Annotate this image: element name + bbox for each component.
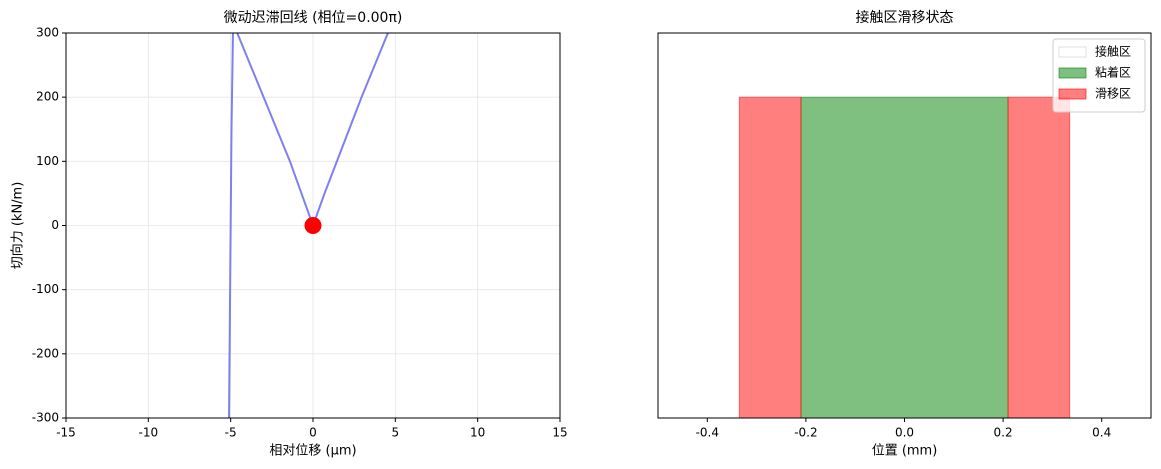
y-tick-label: 0 — [51, 218, 59, 232]
x-tick-label: 5 — [392, 426, 400, 440]
x-tick-label: -5 — [225, 426, 237, 440]
y-tick-label: 200 — [36, 90, 59, 104]
legend-swatch — [1058, 67, 1087, 79]
legend-label: 接触区 — [1095, 44, 1131, 59]
legend-swatch — [1058, 46, 1087, 58]
x-tick-label: -0.4 — [696, 426, 719, 440]
axes-frame — [65, 32, 561, 419]
zone-bar — [800, 96, 1009, 419]
x-axis-label: 位置 (mm) — [872, 444, 938, 459]
x-tick-label: -0.2 — [794, 426, 817, 440]
x-axis-label: 相对位移 (μm) — [269, 444, 356, 459]
x-tick-label: 0 — [309, 426, 317, 440]
marker-point — [304, 217, 322, 234]
legend-label: 粘着区 — [1095, 65, 1131, 80]
y-tick-label: 300 — [36, 26, 59, 40]
x-tick-label: -15 — [56, 426, 76, 440]
zone-bar — [738, 96, 802, 419]
x-tick-label: 0.2 — [994, 426, 1013, 440]
chart-title: 接触区滑移状态 — [856, 9, 954, 26]
axes-frame — [657, 32, 1152, 419]
x-tick-label: 0.4 — [1092, 426, 1111, 440]
y-tick-label: -100 — [32, 282, 59, 296]
y-tick-label: 100 — [36, 154, 59, 168]
subplot: 微动迟滞回线 (相位=0.00π)相对位移 (μm)切向力 (kN/m)-15-… — [10, 10, 568, 459]
y-tick-label: -300 — [32, 411, 59, 425]
x-tick-label: 0.0 — [895, 426, 914, 440]
y-tick-label: -200 — [32, 346, 59, 360]
x-tick-label: 10 — [470, 426, 485, 440]
y-axis-label: 切向力 (kN/m) — [10, 182, 26, 270]
x-tick-label: 15 — [552, 426, 567, 440]
chart-title: 微动迟滞回线 (相位=0.00π) — [224, 10, 403, 26]
zone-bar — [1007, 96, 1071, 419]
legend-label: 滑移区 — [1095, 87, 1131, 101]
legend-swatch — [1058, 88, 1087, 100]
x-tick-label: -10 — [139, 426, 159, 440]
